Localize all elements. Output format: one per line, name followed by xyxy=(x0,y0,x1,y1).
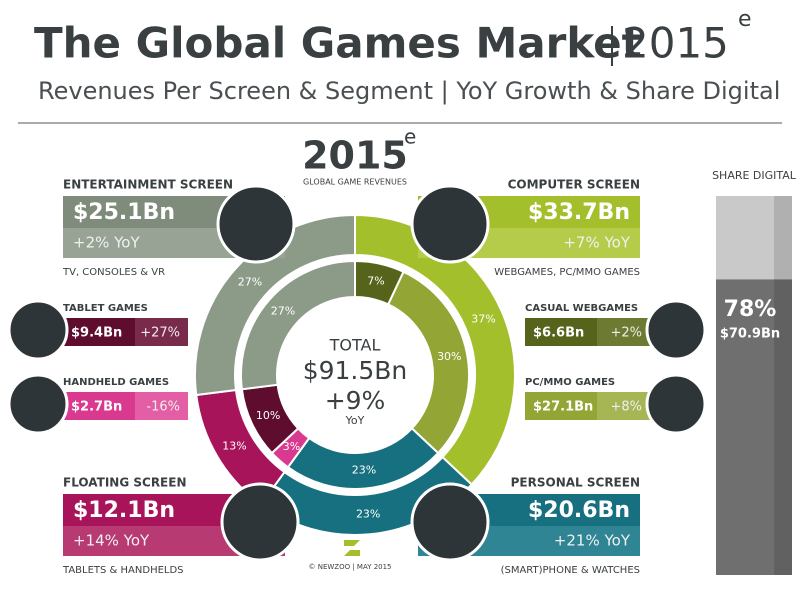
icon xyxy=(410,184,490,264)
footer: © NEWZOO | MAY 2015 xyxy=(308,563,391,571)
screen-name: ENTERTAINMENT SCREEN xyxy=(63,178,233,192)
segment-name: TABLET GAMES xyxy=(63,303,148,314)
growth-label: YoY xyxy=(345,414,365,427)
share-digital: SHARE DIGITAL 78% $70.9Bn xyxy=(712,169,797,575)
segment-growth: +27% xyxy=(140,326,180,341)
donut-label: 13% xyxy=(222,439,246,452)
segment-name: CASUAL WEBGAMES xyxy=(525,303,638,314)
donut-label: 3% xyxy=(283,440,300,453)
total-growth: +9% xyxy=(325,386,386,415)
screen-name: COMPUTER SCREEN xyxy=(508,178,640,192)
icon xyxy=(410,482,490,562)
segment-box xyxy=(525,318,597,346)
screen-growth: +21% YoY xyxy=(554,532,631,550)
donut-label: 7% xyxy=(367,274,384,287)
screen-desc: TV, CONSOLES & VR xyxy=(62,267,165,278)
segment-growth: +8% xyxy=(610,400,642,415)
boxes: ENTERTAINMENT SCREEN $25.1Bn +2% YoY TV, CO… xyxy=(7,178,707,576)
share-bar xyxy=(716,279,792,575)
screen-desc: TABLETS & HANDHELDS xyxy=(62,565,184,576)
donut-segment xyxy=(240,259,356,391)
donut-label: 23% xyxy=(352,464,376,477)
icon xyxy=(645,373,707,435)
segment-growth: +2% xyxy=(610,326,642,341)
segment-box xyxy=(135,318,188,346)
icon xyxy=(645,299,707,361)
segment-growth: -16% xyxy=(146,400,180,415)
center-sup: e xyxy=(404,125,416,149)
share-amount: $70.9Bn xyxy=(720,327,780,342)
donut-ring xyxy=(235,255,475,495)
screen-desc: (SMART)PHONE & WATCHES xyxy=(501,565,640,576)
total: $91.5Bn xyxy=(303,356,408,385)
screen-growth: +2% YoY xyxy=(73,234,140,252)
segment-name: HANDHELD GAMES xyxy=(63,377,169,388)
screen-revenue: $25.1Bn xyxy=(73,200,175,225)
title-sup: e xyxy=(738,7,752,32)
icon xyxy=(220,482,300,562)
donut-segment xyxy=(386,270,470,455)
segment-box xyxy=(597,392,650,420)
subtitle: Revenues Per Screen & Segment | YoY Grow… xyxy=(38,77,780,105)
screen-growth: +14% YoY xyxy=(73,532,150,550)
center-year: 2015 xyxy=(302,134,408,178)
segment-revenue: $9.4Bn xyxy=(71,326,122,341)
screen-name: FLOATING SCREEN xyxy=(63,476,187,490)
share-value: 78% xyxy=(724,297,777,322)
screen-name: PERSONAL SCREEN xyxy=(511,476,640,490)
donut-label: 27% xyxy=(238,275,262,288)
donut-label: 30% xyxy=(437,350,461,363)
screen-revenue: $12.1Bn xyxy=(73,498,175,523)
segment-box xyxy=(525,392,597,420)
screen-desc: WEBGAMES, PC/MMO GAMES xyxy=(494,267,640,278)
donut-label: 27% xyxy=(271,305,295,318)
donut-segment xyxy=(194,213,356,397)
total-label: TOTAL xyxy=(329,336,381,355)
icon xyxy=(216,184,296,264)
share-heading: SHARE DIGITAL xyxy=(712,169,797,182)
segment-revenue: $27.1Bn xyxy=(533,400,593,415)
segment-revenue: $2.7Bn xyxy=(71,400,122,415)
logo xyxy=(344,540,360,556)
icon xyxy=(7,299,69,361)
share-stripe xyxy=(774,196,792,575)
segment-box xyxy=(597,318,650,346)
donut-label: 10% xyxy=(256,409,280,422)
icon xyxy=(7,373,69,435)
center-caption: GLOBAL GAME REVENUES xyxy=(303,178,407,187)
donut-label: 37% xyxy=(471,312,495,325)
screen-growth: +7% YoY xyxy=(563,234,630,252)
donut-label: 23% xyxy=(356,507,380,520)
donut: 37% 23% 13% 27% 7% 30% 23% 3% 10% 27% xyxy=(194,213,516,536)
segment-name: PC/MMO GAMES xyxy=(525,377,615,388)
segment-box xyxy=(135,392,188,420)
segment-box xyxy=(63,392,135,420)
segment-box xyxy=(63,318,135,346)
share-rest xyxy=(716,196,792,280)
title-year: 2015 xyxy=(622,19,729,68)
segment-revenue: $6.6Bn xyxy=(533,326,584,341)
screen-revenue: $20.6Bn xyxy=(528,498,630,523)
title: The Global Games Market xyxy=(34,19,642,68)
screen-revenue: $33.7Bn xyxy=(528,200,630,225)
